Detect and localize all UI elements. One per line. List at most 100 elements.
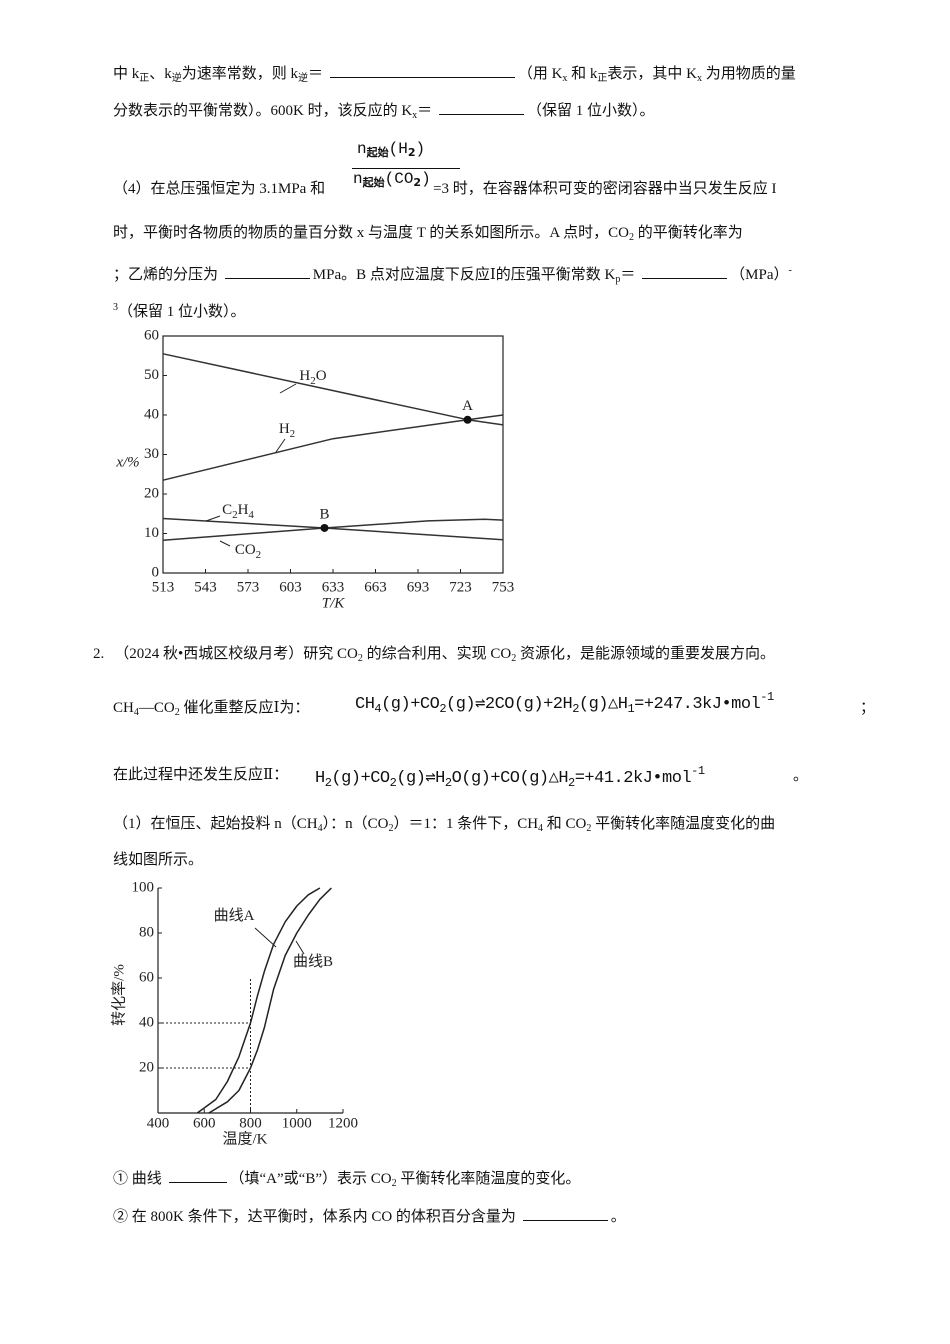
punctuation: 。 — [793, 768, 809, 784]
subscript: 起始 — [366, 146, 389, 159]
text: ＝ — [417, 103, 436, 119]
text: （4）在总压强恒定为 3.1MPa 和 — [113, 181, 326, 197]
subscript: 2 — [586, 823, 592, 834]
text-line: 2. （2024 秋•西城区校级月考）研究 CO2 的综合利用、实现 CO2 资源… — [93, 644, 775, 669]
text-line: 时，平衡时各物质的物质的量百分数 x 与温度 T 的关系如图所示。A 点时，CO… — [113, 223, 743, 248]
text: ＝ — [308, 66, 327, 82]
text-line: ② 在 800K 条件下，达平衡时，体系内 CO 的体积百分含量为 。 — [113, 1206, 626, 1227]
text: 2. — [93, 646, 105, 662]
point — [463, 415, 472, 424]
label-leader — [219, 540, 231, 547]
text: ＝ — [620, 267, 640, 283]
x-tick-label: 693 — [407, 579, 430, 595]
text: =+247.3kJ•mol — [634, 695, 761, 714]
y-tick-label: 40 — [139, 1014, 154, 1030]
y-tick-label: 100 — [132, 879, 155, 895]
subscript: 2 — [407, 146, 416, 159]
series-line — [208, 887, 332, 1114]
text: ① 曲线 — [113, 1171, 166, 1187]
answer-blank — [522, 1206, 608, 1221]
text: （保留 1 位小数）。 — [118, 304, 246, 320]
answer-blank — [642, 264, 728, 279]
subscript: 2 — [324, 776, 332, 790]
x-tick-label: 663 — [364, 579, 387, 595]
series-label: H2 — [279, 421, 295, 439]
superscript: - — [788, 265, 792, 276]
subscript: p — [615, 274, 621, 285]
label-leader — [279, 383, 297, 394]
subscript: 2 — [391, 1178, 397, 1189]
point — [320, 523, 329, 532]
text: 催化重整反应Ⅰ为： — [179, 700, 310, 716]
text: CH — [113, 700, 134, 716]
punctuation: ； — [860, 700, 876, 716]
y-axis-label: x/% — [115, 454, 139, 470]
text: (g)△H — [578, 695, 628, 714]
x-tick-label: 800 — [239, 1115, 262, 1131]
x-tick-label: 603 — [279, 579, 302, 595]
series-line — [196, 887, 321, 1114]
text-line: 分数表示的平衡常数）。600K 时，该反应的 Kx＝ （保留 1 位小数）。 — [113, 100, 654, 126]
series-label: 曲线B — [293, 953, 333, 970]
subscript: 2 — [388, 823, 394, 834]
subscript: 正 — [139, 73, 150, 84]
text: 资源化，是能源领域的重要发展方向。 — [516, 646, 775, 662]
subscript: 2 — [572, 702, 579, 716]
subscript: 2 — [413, 176, 422, 189]
label-leader — [254, 927, 277, 948]
series-line — [162, 414, 504, 481]
text: 表示，其中 K — [607, 66, 698, 82]
x-axis-label: 温度/K — [222, 1130, 267, 1147]
y-tick-label: 10 — [144, 525, 159, 541]
text: ）＝1：1 条件下，CH — [393, 816, 539, 832]
label-leader — [295, 940, 305, 955]
series-label: CO2 — [235, 542, 261, 560]
text: 时，平衡时各物质的物质的量百分数 x 与温度 T 的关系如图所示。A 点时，CO — [113, 225, 629, 241]
subscript: 起始 — [362, 176, 385, 189]
y-tick-label: 20 — [139, 1059, 154, 1075]
x-axis-label: T/K — [322, 595, 346, 611]
text: O(g)+CO(g)△H — [451, 769, 569, 788]
series-label: C2H4 — [222, 502, 254, 520]
y-tick-label: 60 — [144, 327, 159, 343]
answer-blank — [224, 264, 310, 279]
text: ② 在 800K 条件下，达平衡时，体系内 CO 的体积百分含量为 — [113, 1209, 520, 1225]
subscript: 4 — [374, 702, 382, 716]
subscript: 逆 — [298, 73, 309, 84]
subscript: 2 — [629, 232, 634, 243]
text: ) — [415, 140, 426, 158]
text: 为用物质的量 — [702, 66, 796, 82]
text: (g)⇌H — [396, 769, 445, 788]
label-leader — [205, 515, 221, 522]
text: 平衡转化率随温度变化的曲 — [591, 816, 776, 832]
text: (CO — [384, 170, 414, 188]
x-tick-label: 633 — [322, 579, 345, 595]
text: 为速率常数，则 k — [181, 66, 299, 82]
subscript: 1 — [627, 702, 635, 716]
x-tick-label: 753 — [492, 579, 515, 595]
equation: H2(g)+CO2(g)⇌H2O(g)+CO(g)△H2=+41.2kJ•mol… — [315, 760, 705, 794]
series-label: H2O — [299, 368, 326, 386]
text: 的平衡转化率为 — [634, 225, 743, 241]
text: (g)+CO — [331, 769, 390, 788]
text: MPa。B 点对应温度下反应Ⅰ的压强平衡常数 K — [312, 267, 616, 283]
series-line — [162, 518, 504, 541]
equation: CH4(g)+CO2(g)⇌2CO(g)+2H2(g)△H1=+247.3kJ•… — [355, 686, 774, 720]
subscript: 2 — [511, 653, 517, 664]
text: n — [353, 170, 363, 188]
text: ) — [421, 170, 431, 188]
y-tick-label: 40 — [144, 406, 159, 422]
text-line: （1）在恒压、起始投料 n（CH4）：n（CO2）＝1：1 条件下，CH4 和 … — [113, 814, 775, 839]
text: （填“A”或“B”）表示 CO — [229, 1171, 392, 1187]
text: 。 — [610, 1209, 626, 1225]
text-line: ；乙烯的分压为 MPa。B 点对应温度下反应Ⅰ的压强平衡常数 Kp＝ （MPa）… — [113, 261, 792, 290]
text: （1）在恒压、起始投料 n（CH — [113, 816, 318, 832]
text: 分数表示的平衡常数）。600K 时，该反应的 K — [113, 103, 413, 119]
x-tick-label: 573 — [237, 579, 260, 595]
x-tick-label: 1200 — [328, 1115, 358, 1131]
subscript: x — [412, 110, 418, 121]
y-tick-label: 20 — [144, 485, 159, 501]
text-line: CH4—CO2 催化重整反应Ⅰ为： — [113, 698, 309, 723]
text: 、k — [149, 66, 172, 82]
subscript: x — [562, 73, 568, 84]
